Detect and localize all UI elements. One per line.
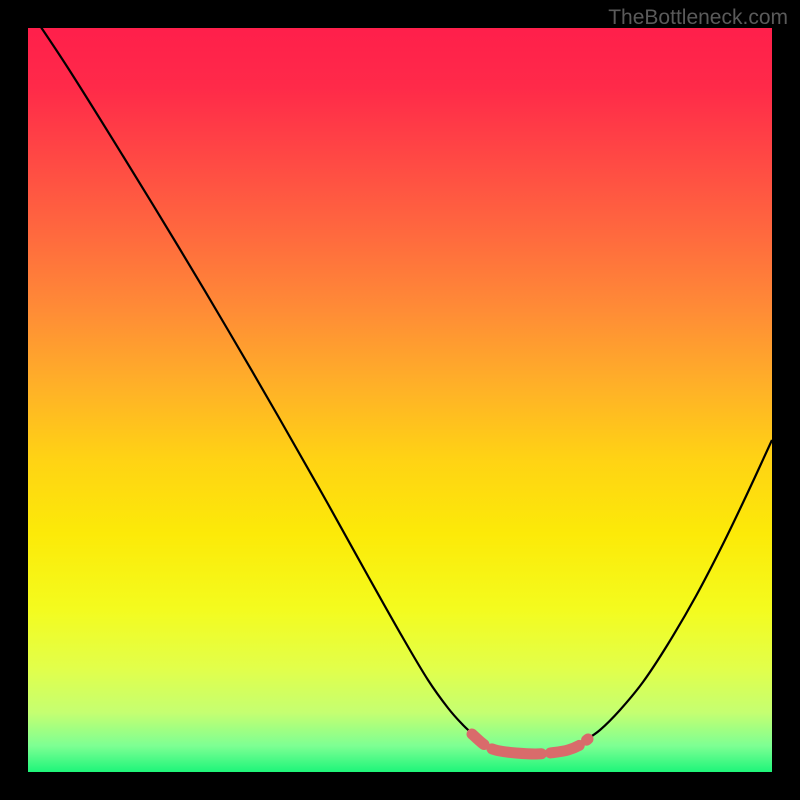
plot-area	[28, 28, 772, 772]
curve-right-branch	[584, 440, 772, 741]
watermark-text: TheBottleneck.com	[608, 6, 788, 30]
highlight-bottom-segment	[472, 734, 588, 754]
curve-left-branch	[28, 28, 476, 737]
chart-overlay	[28, 28, 772, 772]
